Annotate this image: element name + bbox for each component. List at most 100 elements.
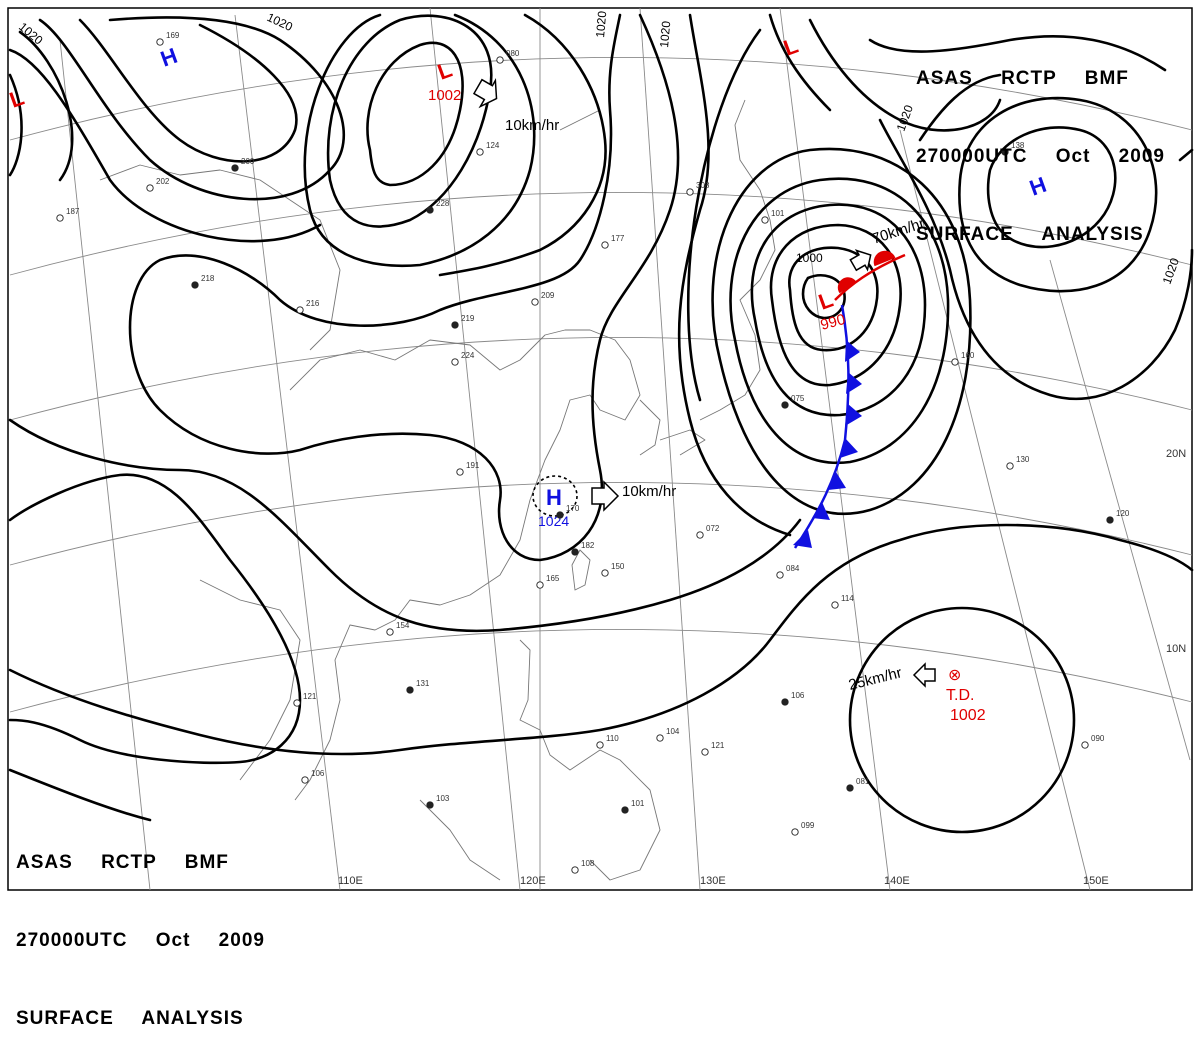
station-marker bbox=[406, 686, 414, 694]
station-pressure: 080 bbox=[506, 49, 520, 58]
longitude-labels: 110E 120E 130E 140E 150E bbox=[338, 875, 1109, 887]
station-pressure: 081 bbox=[856, 777, 870, 786]
station-pressure: 187 bbox=[66, 207, 80, 216]
station-pressure: 200 bbox=[241, 157, 255, 166]
motion-arrow-3 bbox=[849, 249, 872, 272]
station-pressure: 209 bbox=[541, 291, 555, 300]
station-pressure: 154 bbox=[396, 621, 410, 630]
station-pressure: 084 bbox=[786, 564, 800, 573]
station-pressure: 169 bbox=[166, 31, 180, 40]
cold-front bbox=[793, 304, 862, 549]
station-marker bbox=[571, 866, 579, 874]
station-pressure: 165 bbox=[546, 574, 560, 583]
motion-arrow-1 bbox=[472, 77, 498, 109]
latitude-label: 10N bbox=[1166, 643, 1186, 655]
weather-chart: 1020 1020 1020 1020 1020 1020 1000 10km/… bbox=[6, 7, 1194, 891]
latitude-grid bbox=[9, 56, 1193, 713]
station-pressure: 216 bbox=[306, 299, 320, 308]
station-pressure: 108 bbox=[581, 859, 595, 868]
station-marker bbox=[776, 571, 784, 579]
station-pressure: 150 bbox=[611, 562, 625, 571]
low-pressure-value: 990 bbox=[819, 311, 848, 334]
station-marker bbox=[571, 548, 579, 556]
station-pressure: 103 bbox=[436, 794, 450, 803]
station-marker bbox=[831, 601, 839, 609]
station-marker bbox=[621, 806, 629, 814]
longitude-label: 120E bbox=[520, 875, 546, 887]
station-pressure: 308 bbox=[696, 181, 710, 190]
station-marker bbox=[1106, 516, 1114, 524]
motion-arrows bbox=[472, 77, 936, 688]
motion-arrow-4 bbox=[912, 662, 936, 688]
station-marker bbox=[761, 216, 769, 224]
station-pressure: 099 bbox=[801, 821, 815, 830]
map-border bbox=[7, 7, 1193, 891]
station-marker bbox=[56, 214, 64, 222]
motion-arrow-2 bbox=[591, 480, 620, 512]
station-marker bbox=[536, 581, 544, 589]
chart-header-bottom: ASAS RCTP BMF 270000UTC Oct 2009 SURFACE… bbox=[16, 798, 265, 1058]
station-pressure: 121 bbox=[711, 741, 725, 750]
station-marker bbox=[531, 298, 539, 306]
station-pressure: 160 bbox=[961, 351, 975, 360]
station-pressure: 120 bbox=[1116, 509, 1130, 518]
motion-label: 10km/hr bbox=[505, 117, 559, 134]
station-pressure: 219 bbox=[461, 314, 475, 323]
station-marker bbox=[451, 321, 459, 329]
station-marker bbox=[301, 776, 309, 784]
station-pressure: 224 bbox=[461, 351, 475, 360]
chart-header-top: ASAS RCTP BMF 270000UTC Oct 2009 SURFACE… bbox=[916, 14, 1165, 274]
header-line-3: SURFACE ANALYSIS bbox=[916, 224, 1144, 245]
station-marker bbox=[601, 241, 609, 249]
station-marker bbox=[496, 56, 504, 64]
header-line-1: ASAS RCTP BMF bbox=[916, 68, 1129, 89]
station-pressure: 072 bbox=[706, 524, 720, 533]
station-pressure: 130 bbox=[1016, 455, 1030, 464]
station-pressure: 110 bbox=[606, 734, 619, 743]
station-marker bbox=[426, 206, 434, 214]
station-pressure: 101 bbox=[631, 799, 645, 808]
station-marker bbox=[951, 358, 959, 366]
station-pressure: 106 bbox=[791, 691, 805, 700]
isobar-label: 1000 bbox=[796, 251, 823, 265]
station-pressure: 124 bbox=[486, 141, 500, 150]
header-line-2: 270000UTC Oct 2009 bbox=[16, 930, 265, 951]
longitude-grid bbox=[59, 7, 1191, 891]
station-pressure: 075 bbox=[791, 394, 805, 403]
station-marker bbox=[1001, 148, 1009, 156]
station-marker bbox=[293, 699, 301, 707]
station-marker bbox=[146, 184, 154, 192]
latitude-labels: 20N 10N bbox=[1166, 448, 1186, 655]
station-pressure: 182 bbox=[581, 541, 595, 550]
isobars bbox=[8, 13, 1194, 834]
station-pressure: 218 bbox=[201, 274, 215, 283]
longitude-label: 150E bbox=[1083, 875, 1109, 887]
station-pressure: 131 bbox=[416, 679, 430, 688]
header-line-2: 270000UTC Oct 2009 bbox=[916, 146, 1165, 167]
station-marker bbox=[451, 358, 459, 366]
station-pressure: 138 bbox=[1011, 141, 1025, 150]
coastlines bbox=[99, 99, 776, 881]
station-marker bbox=[476, 148, 484, 156]
station-marker bbox=[296, 306, 304, 314]
station-pressure: 114 bbox=[841, 594, 854, 603]
station-pressure: 101 bbox=[771, 209, 785, 218]
station-marker bbox=[781, 698, 789, 706]
warm-front bbox=[834, 250, 906, 301]
station-marker bbox=[596, 741, 604, 749]
station-marker bbox=[696, 531, 704, 539]
station-pressure: 191 bbox=[466, 461, 480, 470]
longitude-label: 130E bbox=[700, 875, 726, 887]
station-marker bbox=[781, 401, 789, 409]
low-pressure-value: 1002 bbox=[428, 87, 461, 104]
station-pressure: 228 bbox=[436, 199, 450, 208]
station-marker bbox=[701, 748, 709, 756]
isobar-label: 1020 bbox=[593, 10, 609, 38]
station-marker bbox=[846, 784, 854, 792]
station-marker bbox=[656, 734, 664, 742]
station-marker bbox=[556, 511, 564, 519]
station-pressure: 121 bbox=[303, 692, 317, 701]
high-pressure-value: 1024 bbox=[538, 513, 569, 529]
station-pressure: 177 bbox=[611, 234, 625, 243]
isobar-label: 1020 bbox=[657, 20, 673, 48]
